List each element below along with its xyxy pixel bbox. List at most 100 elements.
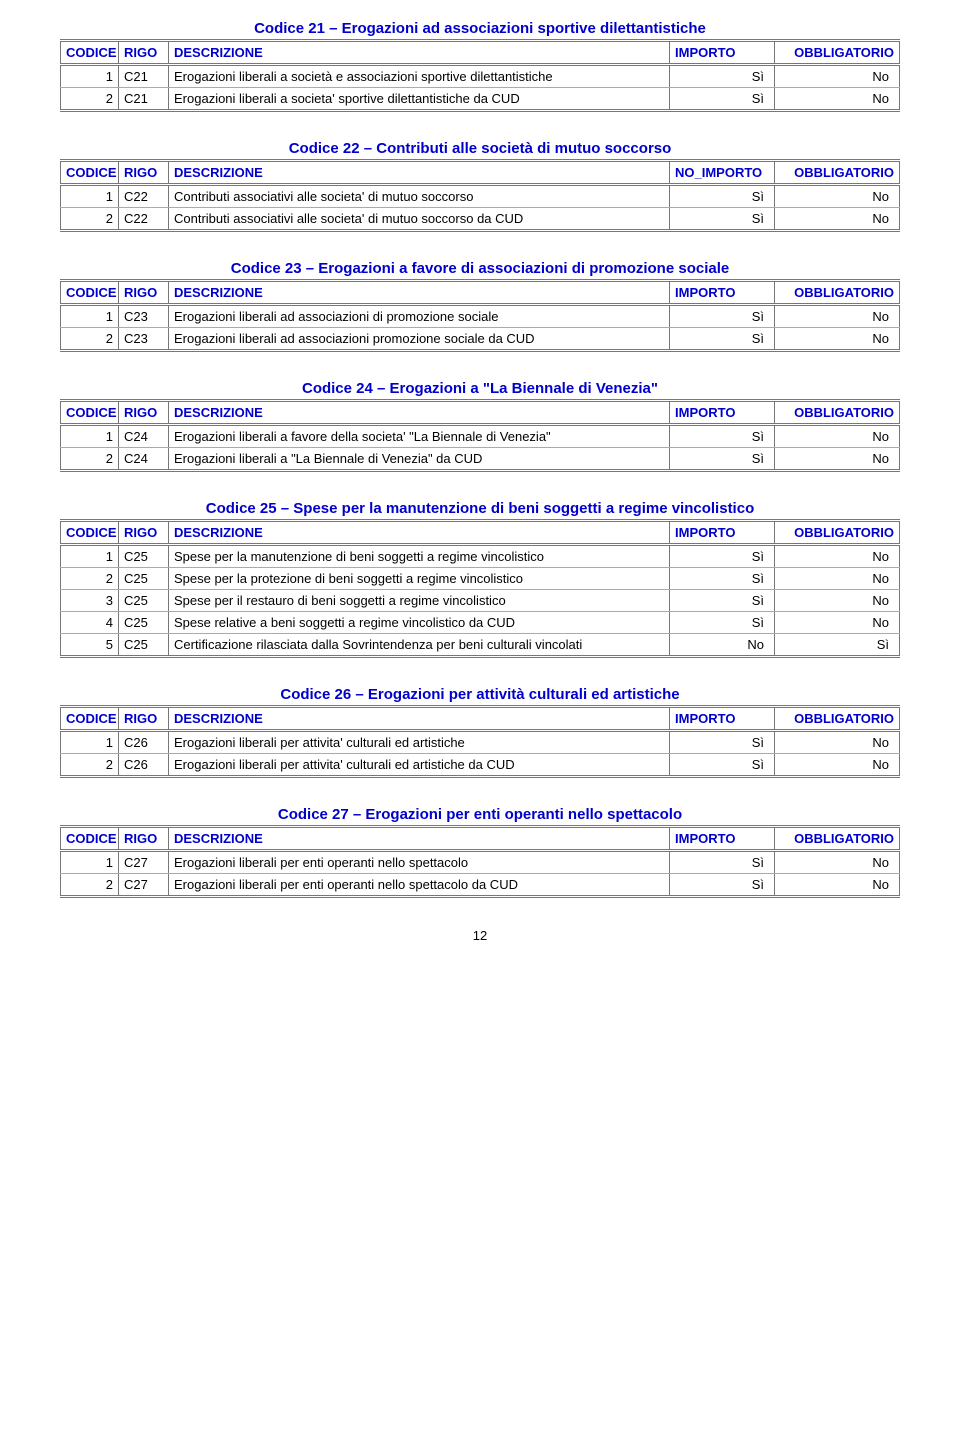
table-cell: No: [775, 208, 900, 231]
column-header: CODICE: [61, 521, 119, 545]
table-cell: Sì: [670, 545, 775, 568]
table-cell: C25: [119, 590, 169, 612]
data-table: CODICERIGODESCRIZIONEIMPORTOOBBLIGATORIO…: [60, 399, 900, 472]
table-cell: C21: [119, 88, 169, 111]
column-header: DESCRIZIONE: [169, 281, 670, 305]
table-cell: 2: [61, 88, 119, 111]
table-row: 2C24Erogazioni liberali a "La Biennale d…: [61, 448, 900, 471]
table-cell: 2: [61, 448, 119, 471]
table-cell: C23: [119, 305, 169, 328]
section-title: Codice 25 – Spese per la manutenzione di…: [60, 500, 900, 517]
table-row: 2C23Erogazioni liberali ad associazioni …: [61, 328, 900, 351]
table-cell: No: [775, 425, 900, 448]
column-header: OBBLIGATORIO: [775, 827, 900, 851]
table-row: 1C24Erogazioni liberali a favore della s…: [61, 425, 900, 448]
section: Codice 26 – Erogazioni per attività cult…: [60, 686, 900, 778]
column-header: CODICE: [61, 161, 119, 185]
column-header: IMPORTO: [670, 827, 775, 851]
section: Codice 24 – Erogazioni a "La Biennale di…: [60, 380, 900, 472]
data-table: CODICERIGODESCRIZIONENO_IMPORTOOBBLIGATO…: [60, 159, 900, 232]
table-cell: C22: [119, 185, 169, 208]
table-cell: Sì: [670, 612, 775, 634]
table-cell: Erogazioni liberali ad associazioni di p…: [169, 305, 670, 328]
table-cell: Erogazioni liberali a favore della socie…: [169, 425, 670, 448]
table-cell: Sì: [670, 568, 775, 590]
column-header: RIGO: [119, 161, 169, 185]
column-header: OBBLIGATORIO: [775, 707, 900, 731]
table-cell: Sì: [775, 634, 900, 657]
table-cell: C21: [119, 65, 169, 88]
table-cell: 2: [61, 874, 119, 897]
section: Codice 23 – Erogazioni a favore di assoc…: [60, 260, 900, 352]
table-row: 1C21Erogazioni liberali a società e asso…: [61, 65, 900, 88]
table-cell: Sì: [670, 590, 775, 612]
table-cell: No: [775, 851, 900, 874]
column-header: CODICE: [61, 401, 119, 425]
table-cell: Contributi associativi alle societa' di …: [169, 208, 670, 231]
table-cell: No: [775, 568, 900, 590]
table-cell: 4: [61, 612, 119, 634]
table-cell: No: [670, 634, 775, 657]
column-header: CODICE: [61, 281, 119, 305]
table-cell: Sì: [670, 328, 775, 351]
column-header: NO_IMPORTO: [670, 161, 775, 185]
table-row: 3C25Spese per il restauro di beni sogget…: [61, 590, 900, 612]
table-cell: 1: [61, 851, 119, 874]
column-header: RIGO: [119, 281, 169, 305]
table-cell: 2: [61, 754, 119, 777]
table-cell: C25: [119, 612, 169, 634]
section-title: Codice 24 – Erogazioni a "La Biennale di…: [60, 380, 900, 397]
data-table: CODICERIGODESCRIZIONEIMPORTOOBBLIGATORIO…: [60, 39, 900, 112]
column-header: IMPORTO: [670, 401, 775, 425]
table-cell: No: [775, 590, 900, 612]
table-cell: 1: [61, 731, 119, 754]
column-header: IMPORTO: [670, 281, 775, 305]
table-row: 1C25Spese per la manutenzione di beni so…: [61, 545, 900, 568]
section-title: Codice 22 – Contributi alle società di m…: [60, 140, 900, 157]
table-cell: 1: [61, 305, 119, 328]
table-cell: No: [775, 874, 900, 897]
section-title: Codice 27 – Erogazioni per enti operanti…: [60, 806, 900, 823]
table-row: 2C25Spese per la protezione di beni sogg…: [61, 568, 900, 590]
table-cell: 1: [61, 65, 119, 88]
table-row: 2C27Erogazioni liberali per enti operant…: [61, 874, 900, 897]
table-cell: Spese relative a beni soggetti a regime …: [169, 612, 670, 634]
table-cell: 2: [61, 328, 119, 351]
section-title: Codice 23 – Erogazioni a favore di assoc…: [60, 260, 900, 277]
table-row: 2C21Erogazioni liberali a societa' sport…: [61, 88, 900, 111]
table-cell: Erogazioni liberali ad associazioni prom…: [169, 328, 670, 351]
table-cell: No: [775, 65, 900, 88]
column-header: OBBLIGATORIO: [775, 161, 900, 185]
table-row: 2C26Erogazioni liberali per attivita' cu…: [61, 754, 900, 777]
section: Codice 27 – Erogazioni per enti operanti…: [60, 806, 900, 898]
table-cell: C25: [119, 634, 169, 657]
table-cell: C24: [119, 425, 169, 448]
table-row: 1C22Contributi associativi alle societa'…: [61, 185, 900, 208]
data-table: CODICERIGODESCRIZIONEIMPORTOOBBLIGATORIO…: [60, 279, 900, 352]
table-cell: Sì: [670, 305, 775, 328]
data-table: CODICERIGODESCRIZIONEIMPORTOOBBLIGATORIO…: [60, 825, 900, 898]
table-cell: Sì: [670, 425, 775, 448]
table-cell: Contributi associativi alle societa' di …: [169, 185, 670, 208]
section: Codice 21 – Erogazioni ad associazioni s…: [60, 20, 900, 112]
table-cell: 5: [61, 634, 119, 657]
table-cell: No: [775, 88, 900, 111]
section-title: Codice 21 – Erogazioni ad associazioni s…: [60, 20, 900, 37]
table-cell: C26: [119, 731, 169, 754]
column-header: DESCRIZIONE: [169, 161, 670, 185]
sections-container: Codice 21 – Erogazioni ad associazioni s…: [60, 20, 900, 898]
table-cell: No: [775, 731, 900, 754]
table-row: 2C22Contributi associativi alle societa'…: [61, 208, 900, 231]
table-cell: Erogazioni liberali per enti operanti ne…: [169, 874, 670, 897]
table-cell: Erogazioni liberali a societa' sportive …: [169, 88, 670, 111]
table-cell: Erogazioni liberali per enti operanti ne…: [169, 851, 670, 874]
data-table: CODICERIGODESCRIZIONEIMPORTOOBBLIGATORIO…: [60, 519, 900, 658]
column-header: RIGO: [119, 401, 169, 425]
column-header: CODICE: [61, 707, 119, 731]
table-cell: No: [775, 305, 900, 328]
table-cell: No: [775, 545, 900, 568]
table-cell: Erogazioni liberali a società e associaz…: [169, 65, 670, 88]
column-header: RIGO: [119, 521, 169, 545]
column-header: CODICE: [61, 827, 119, 851]
column-header: DESCRIZIONE: [169, 827, 670, 851]
